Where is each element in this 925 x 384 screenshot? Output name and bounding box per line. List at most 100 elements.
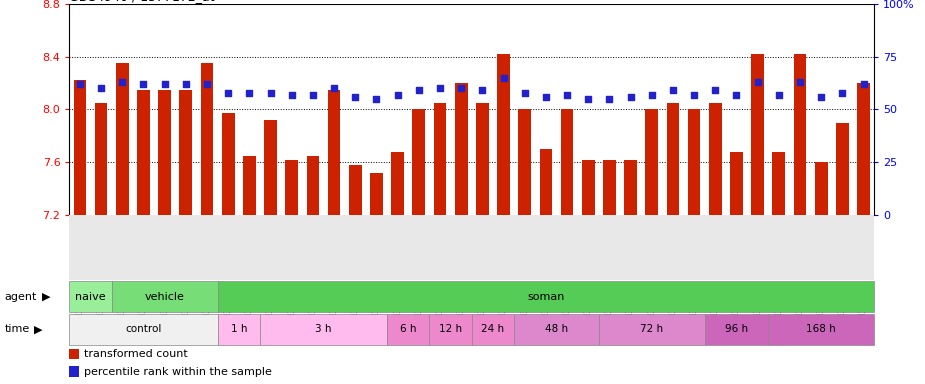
Bar: [769, 314, 874, 345]
Point: [72, 81, 87, 87]
Bar: [705, 314, 769, 345]
Point: [221, 89, 236, 96]
Text: transformed count: transformed count: [84, 349, 188, 359]
Point: [348, 94, 363, 100]
Text: 3 h: 3 h: [315, 324, 332, 334]
Bar: [794, 54, 807, 215]
Point: [814, 94, 829, 100]
Text: ▶: ▶: [42, 291, 50, 302]
Point: [200, 81, 215, 87]
Bar: [497, 54, 510, 215]
Point: [433, 85, 448, 91]
Point: [560, 91, 574, 98]
Bar: [667, 103, 679, 215]
Bar: [598, 314, 705, 345]
Bar: [69, 314, 217, 345]
Bar: [391, 152, 404, 215]
Bar: [561, 109, 574, 215]
Text: 96 h: 96 h: [725, 324, 748, 334]
Point: [857, 81, 871, 87]
Text: 12 h: 12 h: [439, 324, 462, 334]
Bar: [603, 160, 616, 215]
Bar: [137, 89, 150, 215]
Bar: [518, 109, 531, 215]
Bar: [387, 314, 429, 345]
Text: 48 h: 48 h: [545, 324, 568, 334]
Bar: [751, 54, 764, 215]
Text: soman: soman: [527, 291, 564, 302]
Text: ▶: ▶: [34, 324, 43, 334]
Bar: [286, 160, 298, 215]
Bar: [69, 349, 79, 359]
Point: [369, 96, 384, 102]
Point: [708, 87, 722, 93]
Point: [581, 96, 596, 102]
Point: [305, 91, 320, 98]
Bar: [455, 83, 467, 215]
Bar: [94, 103, 107, 215]
Point: [623, 94, 638, 100]
Bar: [217, 314, 260, 345]
Bar: [222, 113, 235, 215]
Point: [284, 91, 299, 98]
Bar: [429, 314, 472, 345]
Bar: [69, 366, 79, 377]
Point: [412, 87, 426, 93]
Bar: [688, 109, 700, 215]
Bar: [370, 173, 383, 215]
Point: [157, 81, 172, 87]
Bar: [217, 281, 874, 312]
Text: vehicle: vehicle: [144, 291, 185, 302]
Bar: [158, 89, 171, 215]
Bar: [265, 120, 277, 215]
Text: naive: naive: [75, 291, 105, 302]
Text: control: control: [125, 324, 162, 334]
Text: time: time: [5, 324, 30, 334]
Point: [665, 87, 680, 93]
Point: [475, 87, 489, 93]
Text: 1 h: 1 h: [230, 324, 247, 334]
Bar: [514, 314, 598, 345]
Bar: [413, 109, 426, 215]
Bar: [243, 156, 255, 215]
Bar: [857, 83, 869, 215]
Point: [242, 89, 257, 96]
Point: [115, 79, 130, 85]
Text: 6 h: 6 h: [400, 324, 416, 334]
Point: [517, 89, 532, 96]
Point: [750, 79, 765, 85]
Bar: [815, 162, 828, 215]
Text: 72 h: 72 h: [640, 324, 663, 334]
Bar: [709, 103, 722, 215]
Bar: [539, 149, 552, 215]
Point: [179, 81, 193, 87]
Bar: [327, 89, 340, 215]
Bar: [116, 63, 129, 215]
Bar: [730, 152, 743, 215]
Point: [835, 89, 850, 96]
Bar: [349, 165, 362, 215]
Point: [686, 91, 701, 98]
Point: [602, 96, 617, 102]
Text: GDS4940 / 1377172_at: GDS4940 / 1377172_at: [69, 0, 215, 3]
Bar: [260, 314, 387, 345]
Point: [538, 94, 553, 100]
Bar: [772, 152, 785, 215]
Point: [454, 85, 469, 91]
Bar: [306, 156, 319, 215]
Point: [771, 91, 786, 98]
Bar: [179, 89, 192, 215]
Point: [327, 85, 341, 91]
Bar: [836, 122, 849, 215]
Bar: [74, 80, 86, 215]
Bar: [201, 63, 214, 215]
Bar: [69, 281, 112, 312]
Point: [390, 91, 405, 98]
Point: [263, 89, 278, 96]
Text: 24 h: 24 h: [481, 324, 504, 334]
Bar: [434, 103, 447, 215]
Text: 168 h: 168 h: [807, 324, 836, 334]
Point: [793, 79, 808, 85]
Bar: [646, 109, 658, 215]
Bar: [472, 314, 514, 345]
